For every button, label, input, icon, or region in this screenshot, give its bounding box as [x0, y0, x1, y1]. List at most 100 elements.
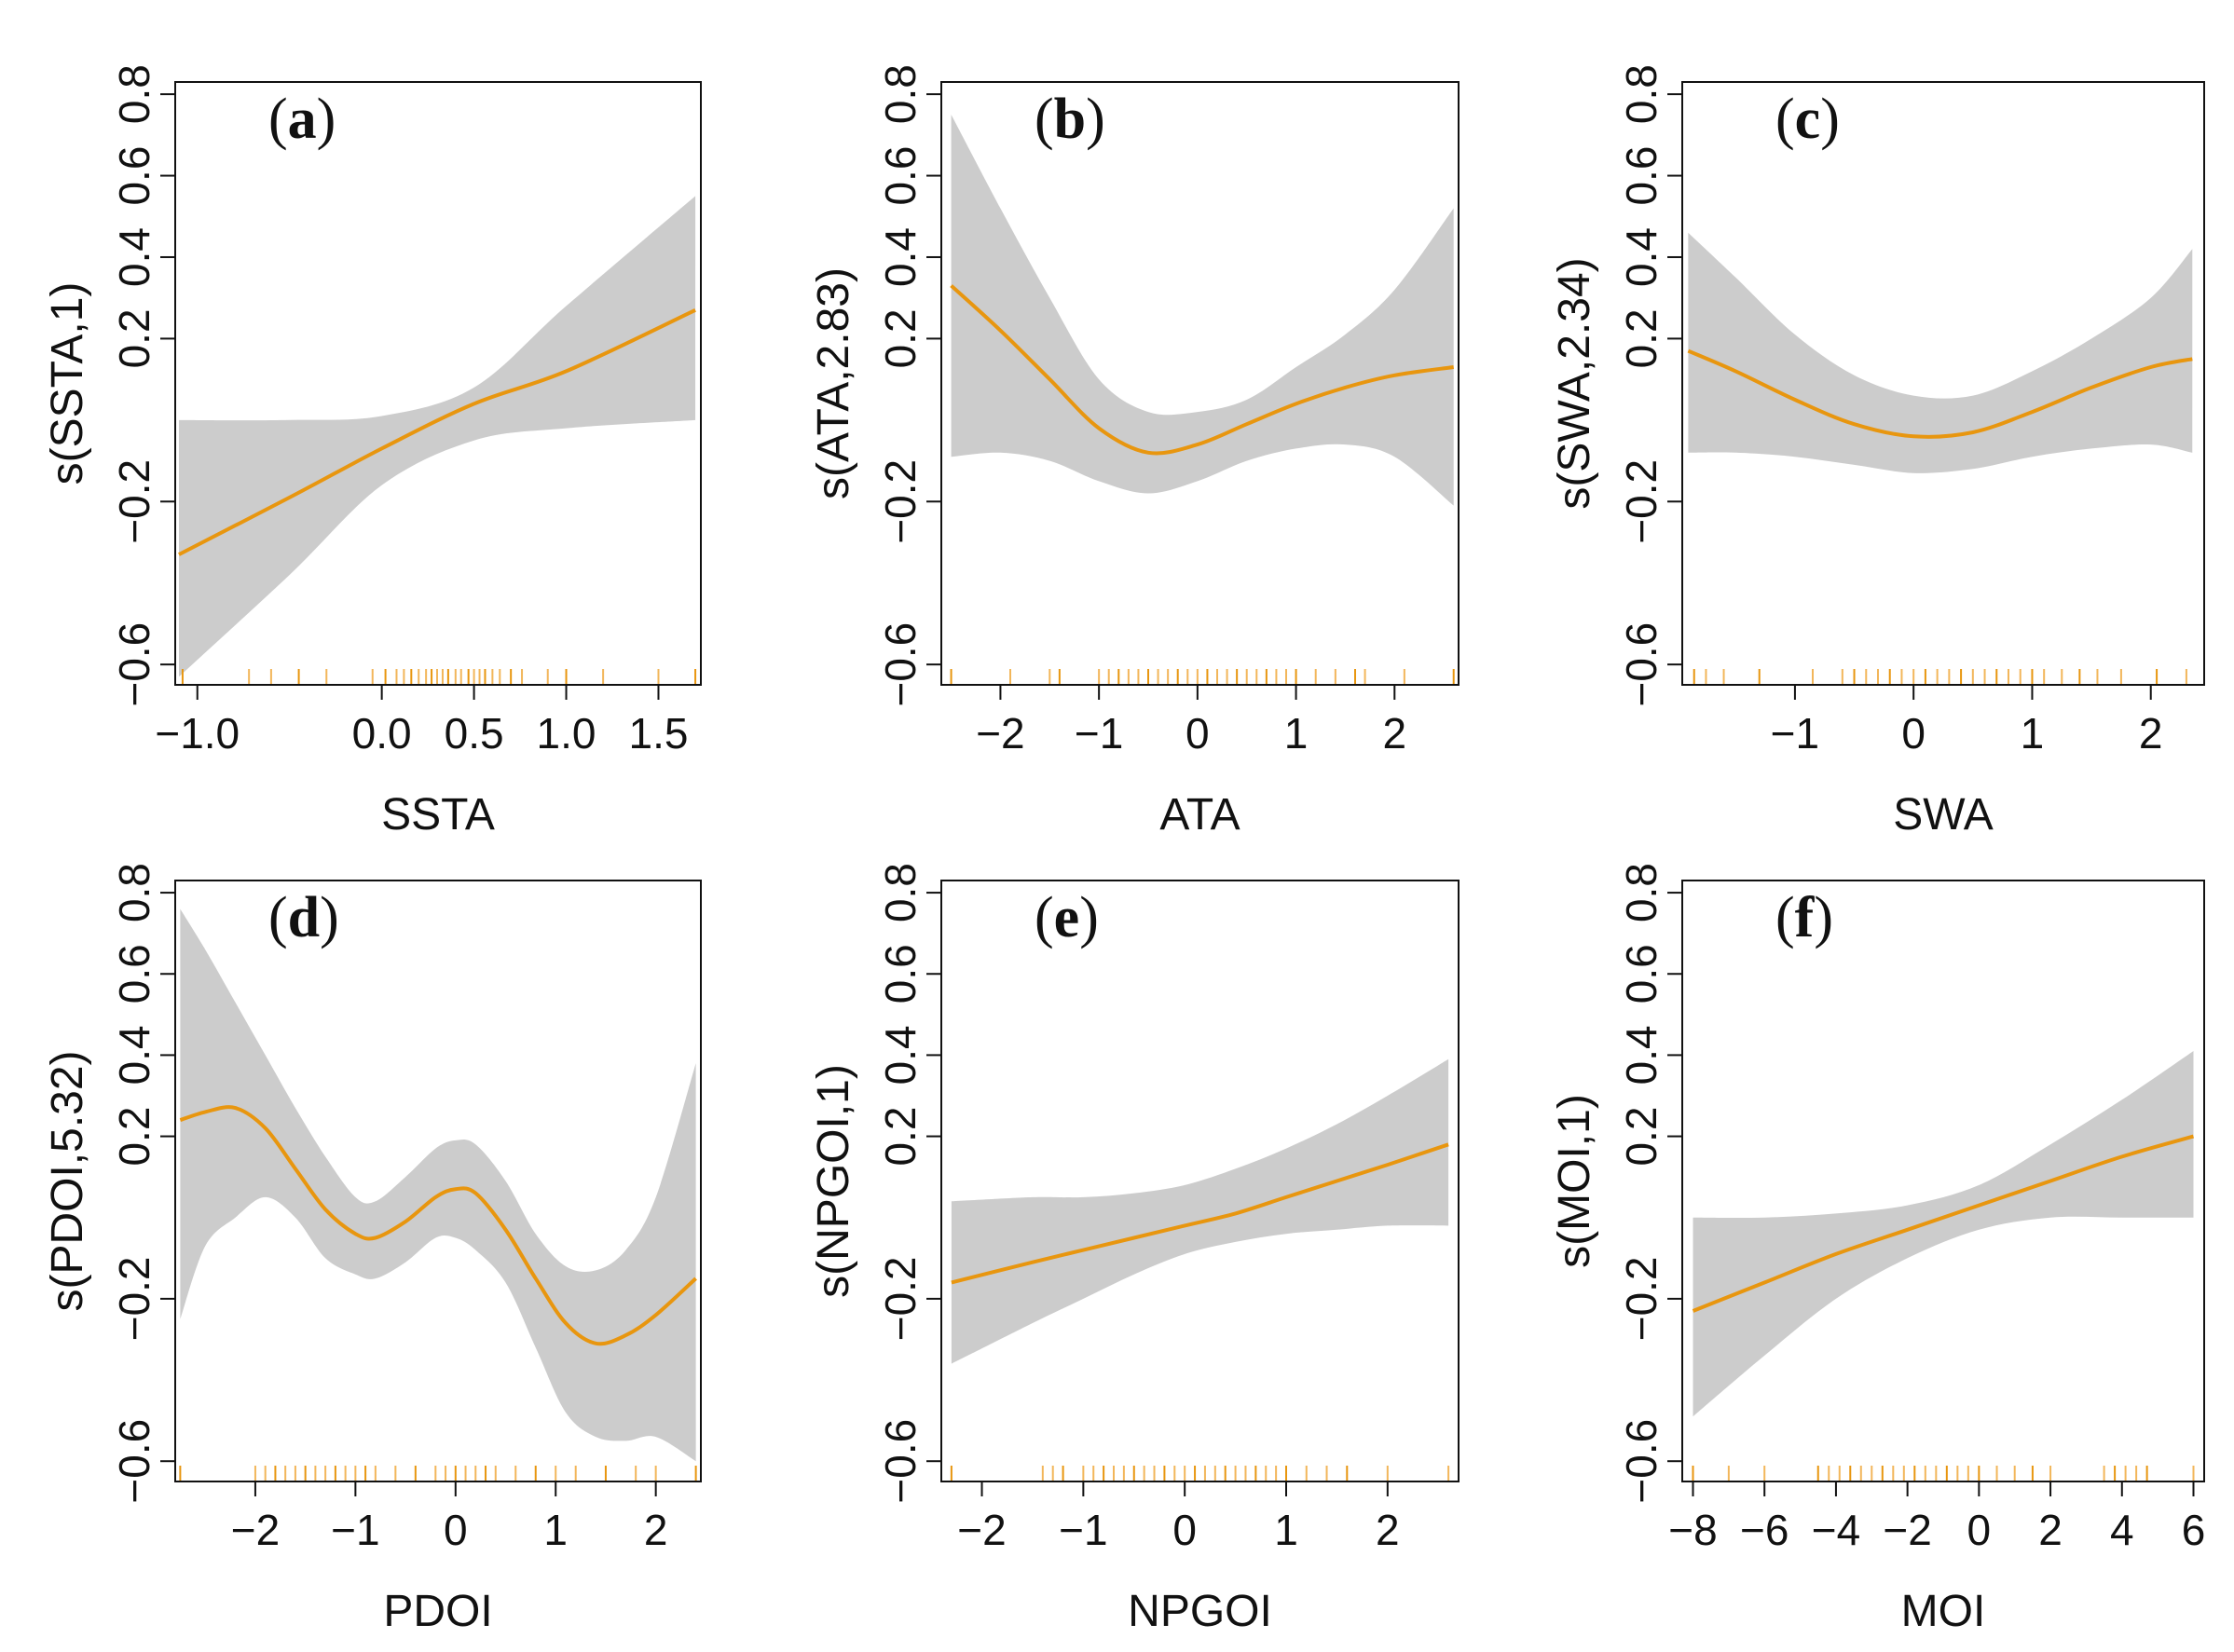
panel-label: (c)	[1775, 88, 1840, 151]
plot-box	[940, 81, 1460, 686]
x-tick-label: 6	[2182, 1506, 2206, 1554]
plot-box	[940, 880, 1460, 1482]
x-tick-label: 1.0	[537, 709, 596, 758]
x-tick-label: 2	[644, 1506, 668, 1554]
y-tick-label: 0.8	[110, 64, 158, 124]
x-tick-label: −1	[1059, 1506, 1107, 1554]
x-axis-title: SSTA	[381, 790, 495, 840]
confidence-band	[180, 908, 696, 1462]
y-tick-label: 0.4	[110, 1025, 158, 1085]
x-tick-label: 2	[1376, 1506, 1400, 1554]
x-axis-title: SWA	[1893, 790, 1994, 840]
x-tick-label: 0	[1901, 709, 1926, 758]
y-tick-label: 0.8	[1617, 64, 1665, 124]
panel-c: −1 0 1 2 −0.6 −0.2 0.2 0.4 0.6 0.8 SWA s(SWA,2.34) (…	[1550, 64, 2205, 840]
confidence-band	[951, 114, 1454, 506]
x-tick-label: 0.5	[445, 709, 504, 758]
y-axis-title: s(ATA,2.83)	[809, 267, 858, 499]
confidence-band	[1693, 1051, 2194, 1417]
x-tick-label: −2	[957, 1506, 1006, 1554]
y-tick-label: −0.6	[110, 1419, 158, 1504]
x-tick-label: 0	[444, 1506, 468, 1554]
panel-b: −2 −1 0 1 2 −0.6 −0.2 0.2 0.4 0.6 0.8 ATA s(ATA,2.83…	[809, 64, 1460, 840]
panel-label: (d)	[268, 886, 339, 949]
y-axis-title: s(SWA,2.34)	[1550, 257, 1599, 509]
y-tick-label: 0.4	[110, 227, 158, 287]
x-tick-label: 1	[1284, 709, 1309, 758]
plot-box	[174, 880, 702, 1482]
x-tick-label: 2	[2139, 709, 2163, 758]
x-tick-label: −8	[1668, 1506, 1717, 1554]
y-tick-label: 0.2	[110, 308, 158, 368]
x-tick-label: 0	[1172, 1506, 1197, 1554]
x-axis-title: MOI	[1901, 1587, 1986, 1636]
y-tick-label: 0.6	[876, 146, 925, 206]
y-tick-label: −0.2	[110, 459, 158, 544]
y-tick-label: −0.6	[876, 622, 925, 707]
y-tick-label: 0.6	[110, 146, 158, 206]
y-tick-label: 0.6	[876, 944, 925, 1003]
x-tick-label: −1.0	[155, 709, 240, 758]
panel-a: −1.0 0.0 0.5 1.0 1.5 −0.6 −0.2 0.2 0.4 0.6 0.8 SSTA…	[43, 64, 702, 840]
y-tick-label: 0.2	[876, 308, 925, 368]
y-tick-label: 0.6	[110, 944, 158, 1003]
x-tick-label: 2	[2038, 1506, 2063, 1554]
x-tick-label: 1	[1274, 1506, 1298, 1554]
y-tick-label: −0.6	[110, 622, 158, 707]
x-tick-label: −1	[1771, 709, 1819, 758]
y-tick-label: 0.4	[876, 1025, 925, 1085]
y-tick-label: 0.2	[876, 1107, 925, 1167]
y-axis-title: s(PDOI,5.32)	[43, 1050, 92, 1311]
y-tick-label: 0.6	[1617, 146, 1665, 206]
x-axis-title: ATA	[1159, 790, 1240, 840]
y-tick-label: −0.2	[1617, 459, 1665, 544]
x-tick-label: 4	[2110, 1506, 2134, 1554]
y-tick-label: −0.6	[876, 1419, 925, 1504]
plot-box	[1681, 81, 2205, 686]
panel-label: (e)	[1035, 886, 1099, 949]
y-tick-label: 0.2	[1617, 308, 1665, 368]
panel-label: (b)	[1035, 88, 1105, 151]
panel-f: −8 −6 −4 −2 0 2 4 6 −0.6 −0.2 0.2 0.4 0.6 0.8 MOI s(MOI…	[1550, 863, 2205, 1636]
panel-label: (f)	[1775, 886, 1833, 949]
confidence-band	[178, 196, 696, 677]
y-axis-title: s(SSTA,1)	[43, 282, 92, 485]
y-tick-label: −0.2	[110, 1256, 158, 1341]
x-tick-label: 0	[1967, 1506, 1992, 1554]
plot-box	[174, 81, 702, 686]
panel-label: (a)	[268, 88, 336, 151]
y-axis-title: s(NPGOI,1)	[809, 1064, 858, 1298]
x-tick-label: 0.0	[352, 709, 412, 758]
y-tick-label: −0.2	[876, 459, 925, 544]
x-tick-label: −2	[1883, 1506, 1931, 1554]
y-tick-label: 0.8	[876, 863, 925, 922]
x-tick-label: 1.5	[629, 709, 689, 758]
y-tick-label: 0.4	[1617, 227, 1665, 287]
x-tick-label: 1	[543, 1506, 568, 1554]
y-tick-label: 0.8	[1617, 863, 1665, 922]
x-tick-label: −4	[1812, 1506, 1860, 1554]
x-tick-label: −1	[1075, 709, 1123, 758]
y-tick-label: 0.8	[110, 863, 158, 922]
y-tick-label: −0.2	[876, 1256, 925, 1341]
y-tick-label: −0.6	[1617, 1419, 1665, 1504]
x-tick-label: −2	[231, 1506, 280, 1554]
y-tick-label: 0.2	[1617, 1107, 1665, 1167]
x-tick-label: 1	[2021, 709, 2045, 758]
y-tick-label: 0.2	[110, 1107, 158, 1167]
y-axis-title: s(MOI,1)	[1550, 1094, 1599, 1268]
fit-line	[1687, 348, 2193, 439]
y-tick-label: −0.6	[1617, 622, 1665, 707]
y-tick-label: −0.2	[1617, 1256, 1665, 1341]
fit-line	[950, 284, 1454, 456]
x-tick-label: 2	[1382, 709, 1406, 758]
fit-line	[179, 1105, 697, 1346]
panel-e: −2 −1 0 1 2 −0.6 −0.2 0.2 0.4 0.6 0.8 NPGOI s(NPGOI,…	[809, 863, 1460, 1636]
y-tick-label: 0.4	[876, 227, 925, 287]
fit-line	[178, 307, 696, 556]
y-tick-label: 0.4	[1617, 1025, 1665, 1085]
x-tick-label: −2	[976, 709, 1024, 758]
plot-box	[1681, 880, 2205, 1482]
y-tick-label: 0.8	[876, 64, 925, 124]
